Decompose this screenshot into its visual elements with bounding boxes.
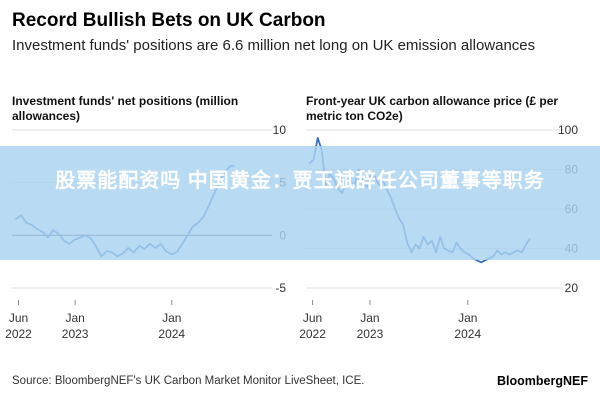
right-x-tick-label: Jun — [303, 311, 322, 325]
right-y-tick-label: 100 — [558, 123, 578, 137]
source-note: Source: BloombergNEF's UK Carbon Market … — [12, 375, 365, 387]
chart-title: Record Bullish Bets on UK Carbon — [12, 10, 326, 31]
right-x-tick-year: 2024 — [454, 327, 481, 341]
left-x-tick-year: 2024 — [158, 327, 185, 341]
right-x-tick-label: Jan — [360, 311, 379, 325]
right-x-tick-year: 2022 — [299, 327, 326, 341]
overlay-banner-text: 股票能配资吗 中国黄金：贾玉斌辞任公司董事等职务 — [55, 170, 545, 192]
left-x-tick-year: 2023 — [62, 327, 89, 341]
left-x-tick-label: Jan — [65, 311, 84, 325]
left-y-tick-label: -5 — [275, 281, 286, 295]
brand-logo: BloombergNEF — [497, 374, 588, 388]
chart-subtitle: Investment funds' positions are 6.6 mill… — [12, 37, 536, 54]
right-x-tick-label: Jan — [458, 311, 477, 325]
right-panel-title: Front-year UK carbon allowance price (£ … — [306, 94, 559, 123]
left-y-tick-label: 10 — [273, 123, 287, 137]
right-y-tick-label: 20 — [565, 281, 579, 295]
overlay-banner — [0, 146, 600, 260]
left-x-tick-year: 2022 — [5, 327, 32, 341]
left-x-tick-label: Jan — [162, 311, 181, 325]
left-x-tick-label: Jun — [9, 311, 28, 325]
right-x-tick-year: 2023 — [357, 327, 384, 341]
left-panel-title: Investment funds' net positions (million… — [12, 94, 239, 123]
